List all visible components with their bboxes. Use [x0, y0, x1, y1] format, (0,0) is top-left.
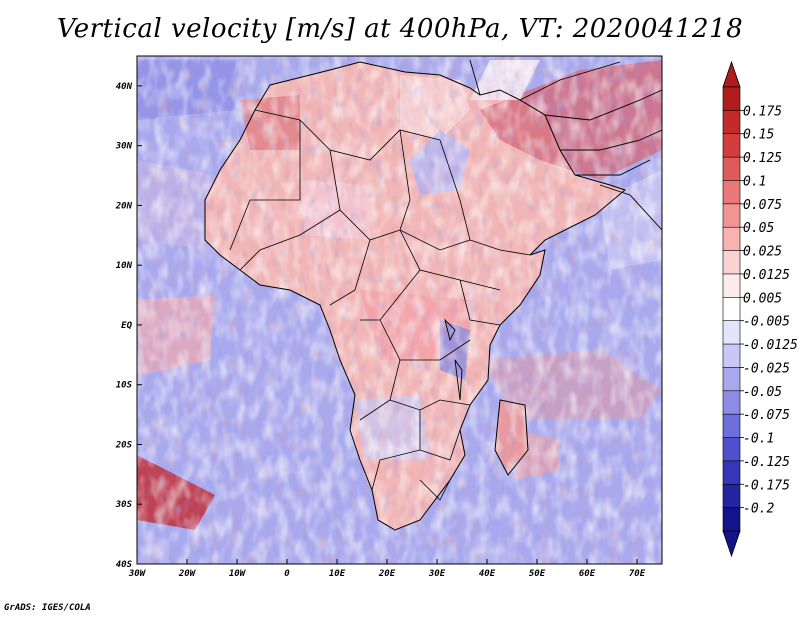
middle-east-borders — [469, 59, 662, 231]
colorbar-label: -0.075 — [743, 408, 790, 423]
colorbar-segment — [722, 437, 741, 462]
colorbar-segment — [722, 273, 741, 298]
plot-frame — [136, 55, 663, 565]
colorbar-label: 0.075 — [743, 198, 782, 213]
colorbar-top-triangle — [722, 60, 741, 88]
lat-tick-label: 20S — [115, 440, 133, 450]
colorbar-label: 0.005 — [743, 291, 782, 306]
colorbar-segment — [722, 507, 741, 532]
colorbar-label: -0.005 — [743, 315, 790, 330]
colorbar-segment — [722, 133, 741, 158]
colorbar-segment — [722, 413, 741, 439]
colorbar-label: 0.0125 — [743, 268, 790, 283]
colorbar-segment — [722, 156, 741, 182]
colorbar-segment — [722, 320, 741, 345]
lat-tick-label: 40N — [116, 82, 133, 92]
colorbar-segment — [722, 250, 741, 275]
lon-tick-label: 50E — [529, 569, 546, 579]
colorbar-segment — [722, 203, 741, 228]
colorbar-label: -0.1 — [743, 432, 774, 447]
colorbar-segment — [722, 460, 741, 485]
lat-tick-label: 10S — [116, 381, 133, 391]
colorbar-segment — [722, 86, 741, 111]
lon-tick-label: 70E — [629, 569, 646, 579]
colorbar-label: -0.125 — [743, 455, 790, 470]
lon-tick-label: 0 — [284, 569, 290, 579]
lat-tick-label: 40S — [116, 560, 133, 570]
colorbar-label: -0.175 — [743, 478, 790, 493]
lat-tick-label: EQ — [121, 321, 132, 331]
field-texture-red — [137, 56, 662, 564]
madagascar-coastline — [494, 399, 529, 476]
colorbar-label: -0.0125 — [743, 338, 798, 353]
lon-tick-label: 40E — [479, 569, 496, 579]
colorbar-segment — [722, 226, 741, 252]
axis-ticks — [136, 85, 638, 565]
colorbar-segment — [722, 367, 741, 392]
lon-tick-label: 30W — [128, 569, 147, 579]
lon-tick-label: 10E — [329, 569, 346, 579]
colorbar-label: 0.025 — [743, 245, 782, 260]
colorbar-segment — [722, 390, 741, 415]
lon-tick-label: 60E — [579, 569, 596, 579]
country-borders — [229, 109, 531, 501]
colorbar-segment — [722, 483, 741, 509]
lat-tick-label: 30N — [115, 142, 133, 152]
colorbar-label: -0.025 — [743, 361, 790, 376]
colorbar-label: 0.175 — [743, 104, 782, 119]
colorbar-label: -0.2 — [743, 502, 774, 517]
map-title: Vertical velocity [m/s] at 400hPa, VT: 2… — [56, 14, 744, 44]
colorbar-segment — [722, 110, 741, 135]
axis-labels: 30W 20W 10W 0 10E 20E 30E 40E 50E 60E 70E 40N 30N 20N… — [115, 82, 646, 579]
colorbar-segment — [722, 343, 741, 369]
colorbar-label: 0.05 — [743, 221, 774, 236]
lat-tick-label: 10N — [116, 261, 133, 271]
colorbar: 0.175 0.15 0.125 0.1 0.075 0.05 0.025 0.0125 0.0… — [722, 60, 798, 558]
field-layer — [137, 56, 662, 564]
colorbar-segment — [722, 297, 741, 322]
lon-tick-label: 20W — [178, 569, 197, 579]
colorbar-label: 0.125 — [743, 151, 782, 166]
colorbar-label: -0.05 — [743, 385, 782, 400]
lon-tick-label: 20E — [378, 569, 396, 579]
colorbar-segment — [722, 180, 741, 205]
lat-tick-label: 20N — [115, 201, 133, 211]
colorbar-label: 0.1 — [743, 174, 766, 189]
lon-tick-label: 30E — [428, 569, 446, 579]
great-lakes — [444, 318, 463, 401]
lon-tick-label: 10W — [229, 569, 247, 579]
colorbar-bottom-triangle — [722, 530, 741, 558]
lat-tick-label: 30S — [115, 500, 133, 510]
credit-text: GrADS: IGES/COLA — [4, 603, 91, 613]
colorbar-label: 0.15 — [743, 128, 774, 143]
